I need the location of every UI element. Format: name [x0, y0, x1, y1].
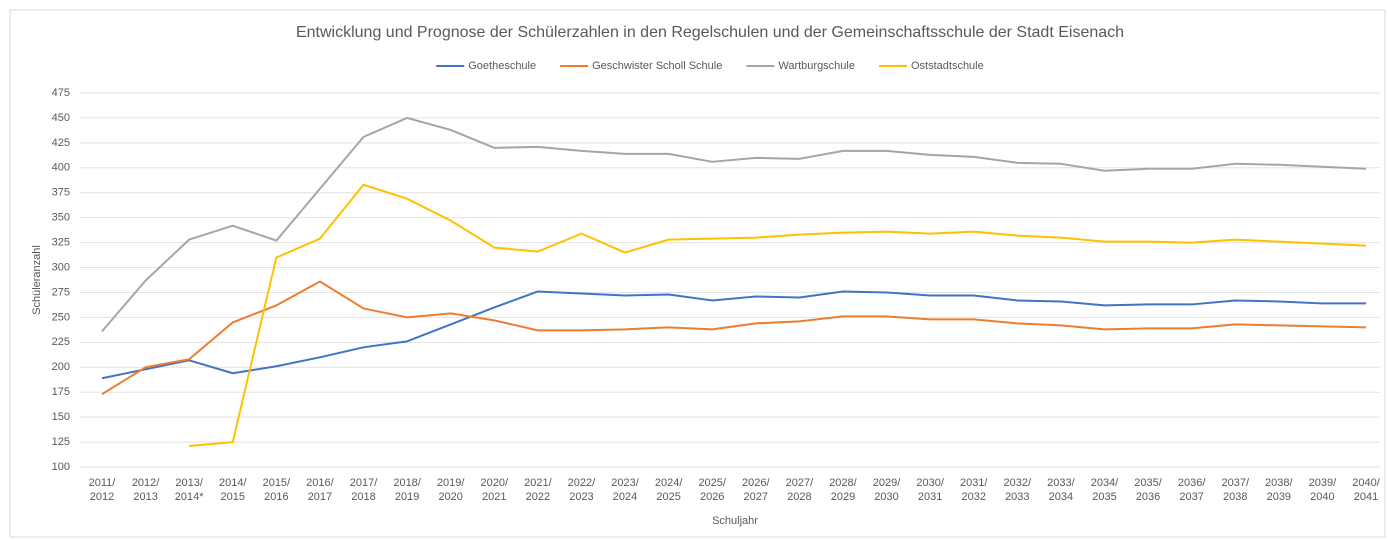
y-tick-label: 300 [52, 261, 70, 273]
chart-frame [9, 9, 1386, 538]
y-tick-label: 425 [52, 137, 70, 149]
y-tick-label: 175 [52, 386, 70, 398]
x-tick-label: 2037/2038 [1221, 477, 1249, 503]
x-tick-label: 2026/2027 [742, 477, 770, 503]
x-tick-label: 2015/2016 [263, 477, 291, 503]
x-tick-label: 2021/2022 [524, 477, 552, 503]
y-tick-label: 250 [52, 311, 70, 323]
legend-label: Wartburgschule [778, 60, 855, 72]
legend: Goetheschule Geschwister Scholl Schule War… [436, 60, 984, 72]
x-tick-label: 2024/2025 [655, 477, 683, 503]
y-tick-label: 450 [52, 112, 70, 124]
x-tick-label: 2036/2037 [1178, 477, 1206, 503]
x-tick-label: 2032/2033 [1004, 477, 1032, 503]
y-tick-label: 375 [52, 187, 70, 199]
x-tick-label: 2014/2015 [219, 477, 247, 503]
x-tick-label: 2031/2032 [960, 477, 988, 503]
x-tick-label: 2025/2026 [698, 477, 726, 503]
legend-label: Oststadtschule [911, 60, 984, 72]
x-tick-label: 2029/2030 [873, 477, 901, 503]
series-line [101, 280, 1367, 396]
x-tick-label: 2011/2012 [89, 477, 117, 503]
x-tick-label: 2039/2040 [1309, 477, 1337, 503]
x-tick-label: 2030/2031 [916, 477, 944, 503]
x-tick-label: 2018/2019 [393, 477, 421, 503]
y-tick-label: 325 [52, 237, 70, 249]
x-tick-label: 2028/2029 [829, 477, 857, 503]
y-tick-label: 400 [52, 162, 70, 174]
y-tick-label: 350 [52, 212, 70, 224]
series-line [101, 290, 1366, 380]
series-line [189, 183, 1367, 448]
x-tick-label: 2012/2013 [132, 477, 160, 503]
x-axis-label: Schuljahr [712, 515, 758, 527]
x-tick-label: 2017/2018 [350, 477, 378, 503]
y-tick-label: 275 [52, 286, 70, 298]
x-tick-label: 2019/2020 [437, 477, 465, 503]
series-line [101, 116, 1367, 333]
legend-label: Geschwister Scholl Schule [592, 60, 722, 72]
x-tick-label: 2013/2014* [175, 477, 204, 503]
legend-label: Goetheschule [468, 60, 536, 72]
x-tick-label: 2022/2023 [568, 477, 596, 503]
x-tick-label: 2016/2017 [306, 477, 334, 503]
y-tick-label: 100 [52, 461, 70, 473]
y-tick-label: 225 [52, 336, 70, 348]
chart-title: Entwicklung und Prognose der Schülerzahl… [296, 24, 1124, 41]
x-tick-label: 2023/2024 [611, 477, 639, 503]
x-tick-label: 2034/2035 [1091, 477, 1119, 503]
y-tick-label: 200 [52, 361, 70, 373]
x-tick-label: 2027/2028 [786, 477, 814, 503]
x-tick-label: 2040/2041 [1352, 477, 1380, 503]
y-tick-label: 150 [52, 411, 70, 423]
y-tick-label: 125 [52, 436, 70, 448]
x-tick-label: 2035/2036 [1134, 477, 1162, 503]
y-axis-label: Schüleranzahl [31, 245, 43, 315]
x-tick-label: 2033/2034 [1047, 477, 1075, 503]
x-tick-label: 2038/2039 [1265, 477, 1293, 503]
x-tick-label: 2020/2021 [481, 477, 509, 503]
y-tick-label: 475 [52, 87, 70, 99]
